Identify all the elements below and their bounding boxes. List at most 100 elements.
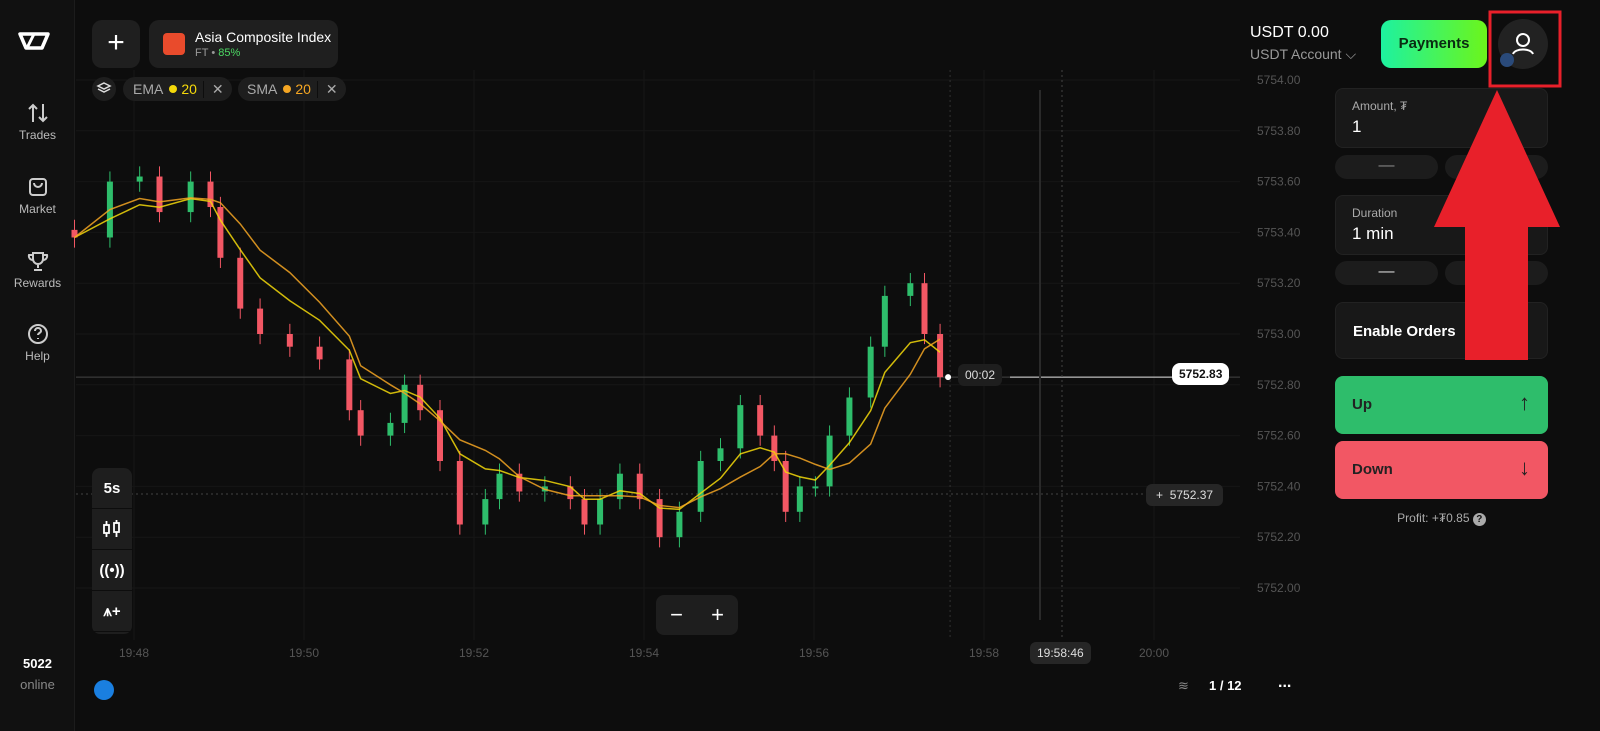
candle-body (656, 499, 663, 538)
down-button[interactable]: Down ↓ (1335, 441, 1548, 499)
arrow-up-icon: ↑ (1519, 390, 1530, 415)
duration-value[interactable]: 1 min (1352, 224, 1394, 243)
asset-selector[interactable]: Asia Composite Index FT • 85% (149, 20, 338, 68)
indicator-name: EMA (133, 81, 164, 97)
amount-field[interactable]: Amount, ₮ 1 (1335, 88, 1548, 148)
candles-icon[interactable] (92, 509, 132, 550)
indicator-name: SMA (247, 81, 278, 97)
candle-body (496, 473, 503, 500)
plus-icon: + (1156, 488, 1170, 502)
crosshair-time-label: 19:58:46 (1030, 642, 1091, 664)
remove-indicator-button[interactable]: ✕ (316, 80, 346, 98)
x-tick-label: 19:50 (289, 646, 319, 660)
y-tick-label: 5753.60 (1257, 175, 1301, 189)
color-dot (283, 85, 292, 93)
x-tick-label: 19:56 (799, 646, 829, 660)
duration-increase-button[interactable] (1445, 261, 1548, 285)
layers-icon (96, 82, 112, 93)
sidebar-item-help[interactable]: Help (0, 323, 75, 363)
candle-body (717, 448, 724, 461)
candle-body (867, 346, 874, 398)
candle-body (316, 346, 323, 360)
question-icon (27, 324, 48, 344)
timeframe-button[interactable]: 5s (92, 468, 132, 509)
amount-increase-button[interactable] (1445, 155, 1548, 179)
indicator-sma[interactable]: SMA 20 ✕ (238, 77, 346, 101)
candle-body (286, 334, 293, 347)
sidebar-item-market[interactable]: Market (0, 176, 75, 216)
candle-body (357, 410, 364, 436)
profit-info: Profit: +₮0.85 ? (1335, 511, 1548, 526)
asset-type: FT (195, 47, 209, 59)
candle-body (921, 283, 928, 334)
zoom-out-button[interactable]: − (670, 602, 683, 627)
candle-body (187, 181, 194, 213)
timer-label: 00:02 (958, 364, 1003, 386)
layers-button[interactable] (92, 77, 116, 101)
arrows-up-down-icon (27, 103, 48, 123)
zoom-in-button[interactable]: + (711, 602, 724, 627)
logo-icon[interactable] (17, 30, 51, 52)
x-tick-label: 19:54 (629, 646, 659, 660)
account-selector[interactable]: USDT Account ⌵ (1250, 46, 1356, 63)
candle-body (782, 461, 789, 512)
sidebar-item-label: Market (19, 202, 56, 216)
duration-label: Duration (1352, 206, 1398, 220)
online-label: online (20, 677, 55, 692)
more-button[interactable]: ... (1278, 674, 1292, 691)
down-label: Down (1352, 461, 1393, 478)
x-tick-label: 19:58 (969, 646, 999, 660)
y-tick-label: 5753.20 (1257, 276, 1301, 290)
sma-line (74, 197, 941, 509)
stack-icon: ≋ (1178, 678, 1189, 693)
online-count: 5022 (23, 656, 52, 671)
arrow-down-icon: ↓ (1519, 455, 1530, 480)
remove-indicator-button[interactable]: ✕ (202, 80, 232, 98)
asset-sub: FT • 85% (195, 47, 240, 59)
amount-value[interactable]: 1 (1352, 117, 1362, 136)
trophy-icon (27, 252, 48, 271)
y-tick-label: 5752.40 (1257, 479, 1301, 493)
candle-body (71, 229, 78, 238)
candle-body (737, 405, 744, 449)
x-tick-label: 19:52 (459, 646, 489, 660)
y-tick-label: 5752.20 (1257, 530, 1301, 544)
duration-decrease-button[interactable]: — (1335, 261, 1438, 285)
payments-button[interactable]: Payments (1381, 20, 1487, 68)
y-tick-label: 5752.60 (1257, 429, 1301, 443)
crosshair-price-label[interactable]: + 5752.37 (1146, 484, 1224, 506)
candle-body (937, 334, 944, 378)
candle-body (456, 461, 463, 525)
candle-body (207, 181, 214, 207)
indicator-ema[interactable]: EMA 20 ✕ (123, 77, 232, 101)
ema-line (74, 197, 941, 511)
status-icon[interactable] (94, 680, 114, 700)
y-tick-label: 5752.00 (1257, 581, 1301, 595)
add-chart-button[interactable]: + (92, 20, 140, 68)
enable-orders-toggle[interactable]: Enable Orders (1335, 302, 1548, 359)
sidebar-item-trades[interactable]: Trades (0, 102, 75, 142)
candle-body (616, 473, 623, 500)
page-indicator[interactable]: 1 / 12 (1209, 678, 1242, 693)
drawing-tools-icon[interactable]: ⩚+ (92, 591, 132, 632)
up-button[interactable]: Up ↑ (1335, 376, 1548, 434)
asset-name: Asia Composite Index (195, 29, 332, 45)
candle-body (401, 384, 408, 423)
y-tick-label: 5753.80 (1257, 124, 1301, 138)
candle-body (482, 499, 489, 525)
profile-button[interactable] (1498, 19, 1548, 69)
signals-icon[interactable]: ((•)) (92, 550, 132, 591)
duration-field[interactable]: Duration 1 min (1335, 195, 1548, 255)
sidebar-item-label: Trades (19, 128, 56, 142)
candle-body (907, 283, 914, 296)
asset-flag-icon (163, 33, 185, 55)
help-icon[interactable]: ? (1472, 513, 1486, 526)
balance[interactable]: USDT 0.00 USDT Account ⌵ (1250, 24, 1356, 63)
amount-decrease-button[interactable]: — (1335, 155, 1438, 179)
sidebar-item-rewards[interactable]: Rewards (0, 250, 75, 290)
candle-body (567, 486, 574, 500)
profit-text: Profit: +₮0.85 (1397, 511, 1470, 525)
status-badge (1500, 53, 1514, 67)
zoom-controls: − + (656, 595, 738, 635)
